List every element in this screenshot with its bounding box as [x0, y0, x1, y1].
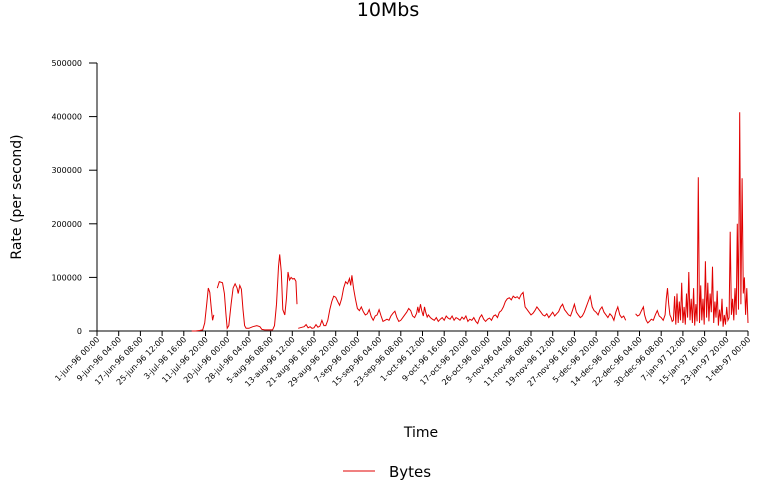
y-axis-ticks: 0 100000 200000 300000 400000 500000 — [51, 59, 97, 336]
legend-label-bytes: Bytes — [389, 463, 431, 481]
y-tick-label: 200000 — [51, 220, 82, 229]
series-line-segment — [216, 254, 298, 331]
y-tick-label: 0 — [77, 327, 82, 336]
y-axis-label: Rate (per second) — [9, 134, 25, 259]
chart-title: 10Mbs — [357, 0, 420, 21]
series-line-segment — [298, 275, 627, 329]
y-tick-label: 100000 — [51, 273, 82, 282]
y-tick-label: 300000 — [51, 166, 82, 175]
series-line-segment — [635, 112, 749, 327]
x-axis-label: Time — [403, 425, 438, 441]
series-line-segment — [191, 287, 215, 332]
legend: Bytes — [343, 463, 431, 481]
series-layer — [191, 112, 749, 332]
y-tick-label: 400000 — [51, 113, 82, 122]
y-tick-label: 500000 — [51, 59, 82, 68]
